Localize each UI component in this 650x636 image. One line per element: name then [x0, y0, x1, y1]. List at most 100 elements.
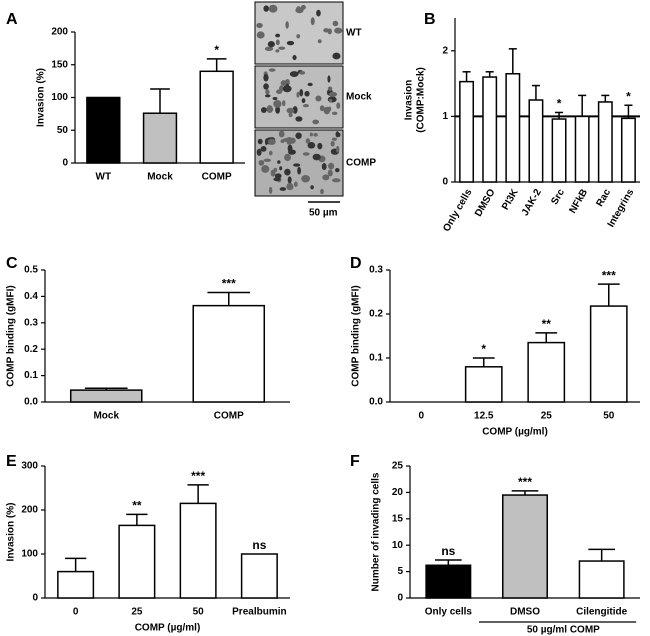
cell [312, 153, 321, 161]
cell [279, 187, 287, 191]
cell [266, 105, 273, 114]
bar [528, 99, 544, 183]
y-tick-label: 100 [51, 92, 68, 103]
x-tick-label: 50 [603, 411, 615, 422]
y-tick-label: 0.2 [369, 309, 383, 320]
panel-letter: C [6, 255, 18, 272]
cell [327, 86, 333, 91]
cell [300, 4, 306, 10]
y-tick-label: 10 [392, 540, 404, 551]
bar [69, 389, 143, 403]
y-axis-label: Number of invading cells [371, 472, 382, 591]
cell [272, 96, 278, 101]
x-tick-label: Mock [147, 172, 173, 183]
cell [317, 39, 322, 44]
cell [288, 112, 293, 118]
cell [332, 20, 339, 27]
cell [296, 91, 300, 98]
cell [263, 83, 269, 90]
significance: * [626, 89, 631, 103]
image-label: WT [346, 28, 362, 39]
y-tick-label: 2 [442, 45, 448, 56]
bar [240, 553, 278, 599]
bar [459, 80, 475, 183]
cell [315, 95, 322, 102]
cell [304, 90, 310, 97]
cell [257, 138, 263, 145]
cell [279, 166, 283, 171]
cell [268, 4, 278, 13]
bar [199, 70, 234, 164]
y-tick-label: 100 [21, 549, 38, 560]
cell [331, 111, 338, 116]
significance: * [557, 97, 562, 111]
cell [286, 182, 294, 191]
cell [280, 80, 287, 87]
y-tick-label: 0.5 [24, 265, 38, 276]
cell [274, 173, 282, 179]
cell [302, 152, 310, 156]
cell [284, 153, 291, 162]
cell [282, 100, 286, 107]
x-tick-label: WT [96, 172, 112, 183]
cell [275, 39, 280, 46]
cell [275, 49, 280, 53]
significance: *** [602, 268, 616, 282]
cell [310, 185, 314, 190]
x-tick-label: 25 [131, 607, 143, 618]
x-tick-label: 12.5 [474, 411, 494, 422]
x-tick-label: COMP [202, 172, 232, 183]
cell [295, 116, 303, 122]
bar [620, 117, 636, 183]
cell [320, 188, 324, 195]
x-tick-label: Mock [93, 411, 119, 422]
significance: *** [222, 277, 236, 291]
x-tick-label: 0 [73, 607, 79, 618]
y-tick-label: 0.1 [24, 370, 38, 381]
cell [322, 174, 330, 181]
cell [331, 137, 338, 141]
cell [327, 75, 331, 83]
y-tick-label: 0.3 [24, 317, 38, 328]
x-tick-label: Src [549, 187, 567, 207]
cell [264, 46, 274, 51]
cell [265, 89, 270, 95]
x-tick-label: 50 [193, 607, 205, 618]
x-tick-label: Only cells [441, 187, 474, 234]
panel-letter: E [6, 453, 17, 470]
cell [334, 27, 343, 34]
cell [292, 55, 297, 61]
cell [256, 22, 263, 29]
bar [505, 73, 521, 183]
bar [589, 305, 628, 403]
x-tick-label: Rac [594, 187, 613, 209]
panel-letter: D [350, 255, 362, 272]
panel-letter: F [350, 453, 360, 470]
x-tick-label: Only cells [425, 607, 473, 618]
cell [267, 41, 275, 48]
cell [279, 85, 284, 92]
x-tick-label: 25 [541, 411, 553, 422]
significance: ** [542, 317, 552, 331]
cell [323, 106, 331, 115]
cell [285, 21, 289, 29]
x-tick-label: Prealbumin [232, 607, 286, 618]
cell [261, 165, 270, 173]
bar [574, 115, 590, 183]
bar [118, 524, 156, 599]
bar [179, 502, 217, 599]
bar [578, 560, 625, 599]
micrographs [254, 1, 344, 197]
y-tick-label: 50 [57, 125, 69, 136]
y-axis-label: (COMP:Mock) [416, 67, 427, 133]
significance: *** [191, 469, 205, 483]
y-tick-label: 0 [397, 593, 403, 604]
cell [278, 130, 285, 138]
x-tick-label: COMP [214, 411, 244, 422]
cell [328, 162, 335, 170]
cell [335, 131, 340, 138]
cell [260, 107, 267, 113]
y-tick-label: 0.0 [24, 397, 38, 408]
cell [256, 148, 262, 156]
cell [316, 9, 321, 17]
